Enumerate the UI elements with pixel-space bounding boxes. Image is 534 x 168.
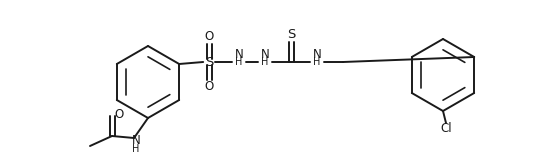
Text: O: O: [205, 80, 214, 94]
Text: N: N: [131, 135, 140, 148]
Text: H: H: [132, 144, 140, 154]
Text: O: O: [114, 108, 124, 120]
Text: N: N: [261, 48, 270, 60]
Text: Cl: Cl: [440, 122, 452, 136]
Text: H: H: [235, 57, 243, 67]
Text: O: O: [205, 31, 214, 44]
Text: H: H: [313, 57, 321, 67]
Text: S: S: [287, 29, 295, 41]
Text: H: H: [262, 57, 269, 67]
Text: N: N: [235, 48, 244, 60]
Text: N: N: [313, 48, 321, 60]
Text: S: S: [205, 55, 214, 69]
